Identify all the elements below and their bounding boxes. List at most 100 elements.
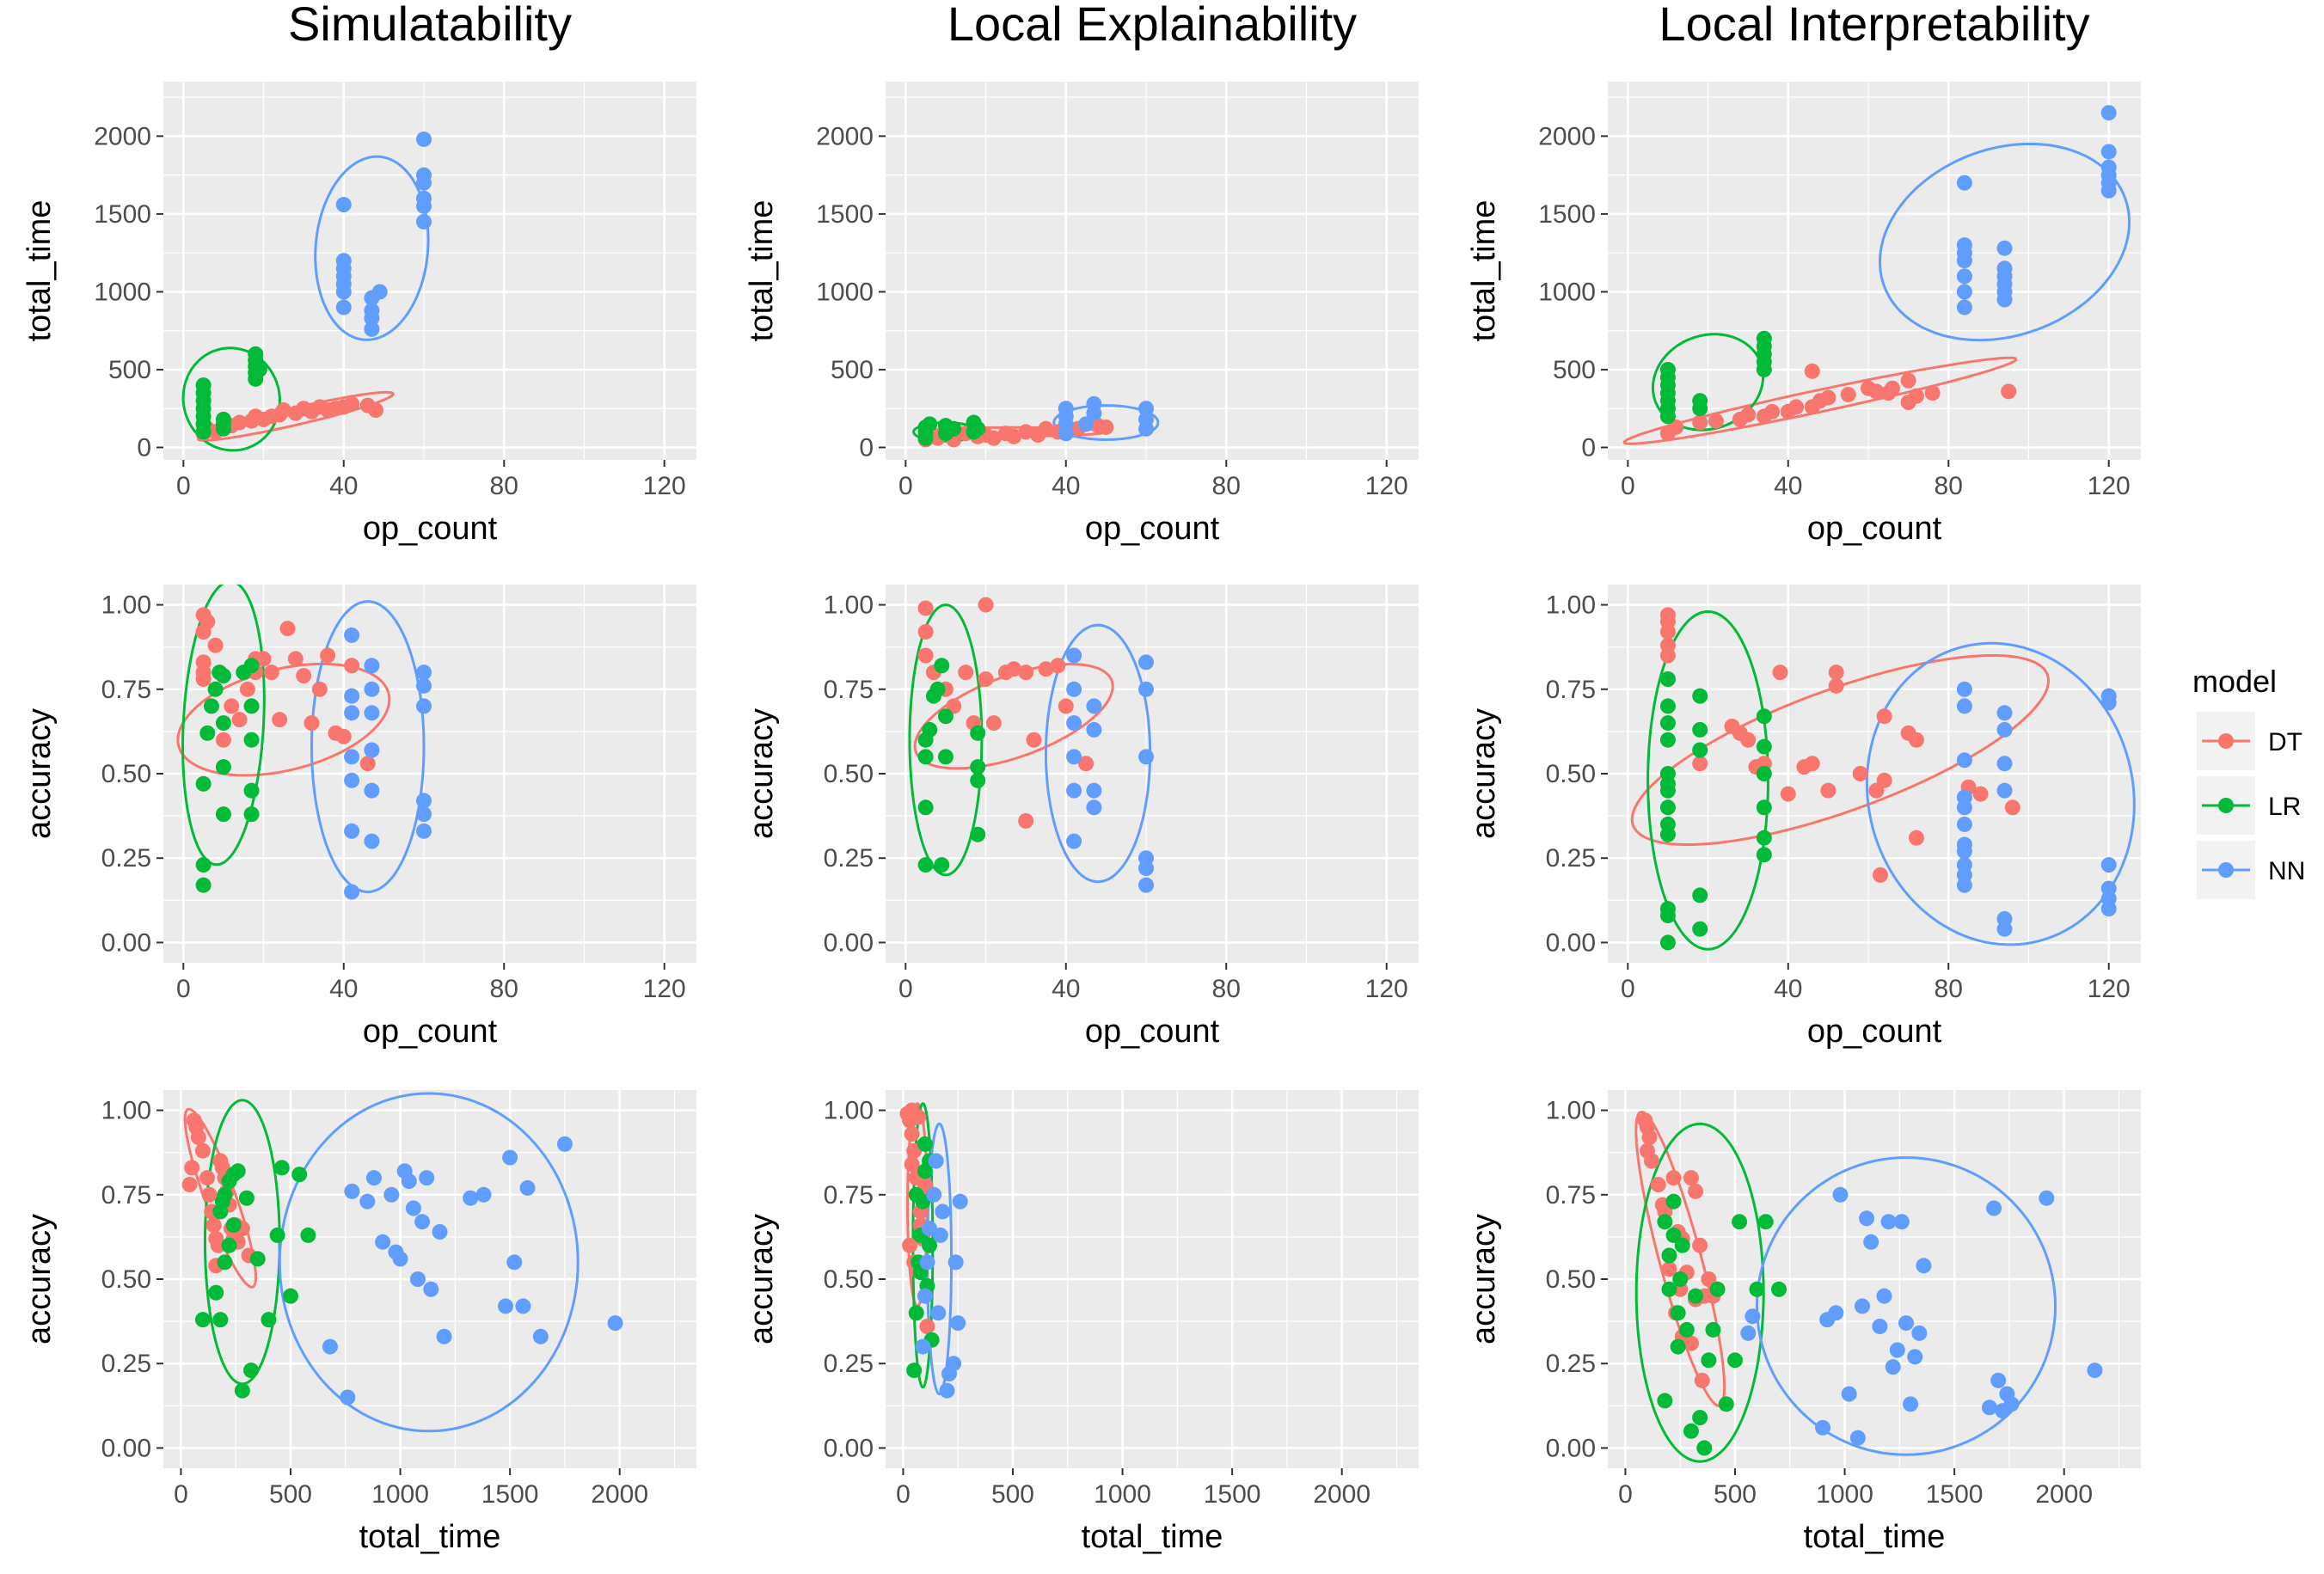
y-tick-label: 2000 bbox=[1538, 122, 1596, 150]
point-dt bbox=[1018, 665, 1034, 681]
point-nn bbox=[1956, 237, 1972, 254]
point-dt bbox=[1772, 665, 1788, 681]
panel-1-1: 0 40 80 120 0.00 0.25 0.50 0.75 1.00 op_count accu… bbox=[744, 585, 1419, 1050]
point-lr bbox=[217, 1254, 233, 1271]
point-lr bbox=[195, 877, 212, 893]
y-tick-label: 0.50 bbox=[101, 760, 151, 788]
data-layer bbox=[181, 131, 432, 452]
panel-background bbox=[163, 82, 696, 460]
point-dt bbox=[1876, 772, 1892, 788]
point-dt bbox=[917, 1177, 933, 1192]
x-tick-label: 0 bbox=[1621, 975, 1635, 1003]
point-nn bbox=[930, 1305, 947, 1321]
point-lr bbox=[1756, 830, 1772, 846]
point-nn bbox=[1956, 752, 1972, 769]
point-nn bbox=[416, 131, 432, 147]
legend-label: NN bbox=[2268, 857, 2305, 885]
point-nn bbox=[1815, 1419, 1831, 1436]
panel-title: Local Explainability bbox=[947, 0, 1357, 51]
point-lr bbox=[1732, 1214, 1748, 1230]
point-nn bbox=[1841, 1386, 1857, 1402]
x-axis-label: op_count bbox=[1807, 511, 1942, 547]
ellipse-dt bbox=[1634, 1111, 1726, 1407]
y-tick-label: 1.00 bbox=[1546, 1097, 1596, 1125]
y-axis-label: accuracy bbox=[21, 708, 58, 839]
point-dt bbox=[985, 715, 1002, 732]
point-dt bbox=[210, 1237, 226, 1253]
point-nn bbox=[344, 627, 360, 643]
point-dt bbox=[919, 1319, 935, 1334]
point-dt bbox=[199, 1170, 216, 1186]
point-nn bbox=[2003, 1396, 2020, 1412]
y-tick-label: 0.00 bbox=[1546, 1434, 1596, 1462]
point-lr bbox=[215, 411, 231, 427]
data-layer bbox=[1630, 607, 2136, 951]
point-nn bbox=[344, 749, 360, 765]
x-tick-label: 120 bbox=[643, 472, 686, 500]
point-lr bbox=[195, 377, 212, 394]
ellipse-lr bbox=[204, 1099, 281, 1386]
point-nn bbox=[935, 1203, 951, 1220]
y-tick-label: 0.25 bbox=[1546, 1350, 1596, 1378]
point-nn bbox=[946, 1356, 962, 1372]
point-nn bbox=[1956, 681, 1972, 697]
y-tick-label: 0.50 bbox=[101, 1265, 151, 1294]
point-dt bbox=[195, 671, 212, 687]
point-nn bbox=[1996, 782, 2013, 799]
x-tick-label: 0 bbox=[1618, 1480, 1633, 1509]
y-tick-label: 1.00 bbox=[824, 591, 874, 620]
point-lr bbox=[1661, 1281, 1677, 1297]
point-nn bbox=[1066, 647, 1082, 664]
point-lr bbox=[1756, 766, 1772, 781]
data-layer bbox=[908, 597, 1155, 893]
point-dt bbox=[1900, 372, 1916, 389]
point-lr bbox=[1692, 742, 1708, 758]
x-tick-label: 1000 bbox=[371, 1480, 429, 1509]
point-nn bbox=[1828, 1305, 1844, 1321]
point-dt bbox=[181, 1177, 198, 1192]
point-dt bbox=[958, 665, 974, 681]
point-dt bbox=[1788, 399, 1805, 415]
point-nn bbox=[432, 1224, 448, 1240]
y-axis-label: accuracy bbox=[1466, 708, 1502, 839]
point-lr bbox=[243, 782, 260, 799]
point-dt bbox=[311, 681, 328, 697]
point-dt bbox=[1908, 732, 1924, 748]
point-nn bbox=[416, 698, 432, 714]
point-lr bbox=[1674, 1237, 1690, 1253]
point-lr bbox=[1756, 738, 1772, 755]
y-tick-label: 1000 bbox=[94, 278, 151, 306]
point-lr bbox=[922, 721, 938, 738]
point-dt bbox=[287, 651, 304, 667]
point-nn bbox=[364, 742, 380, 758]
legend-key-point bbox=[2218, 798, 2234, 813]
point-lr bbox=[208, 1284, 224, 1301]
point-dt bbox=[215, 732, 231, 748]
y-axis-label: total_time bbox=[1466, 200, 1502, 342]
y-axis-label: accuracy bbox=[1466, 1214, 1502, 1344]
point-dt bbox=[1820, 389, 1837, 406]
point-nn bbox=[947, 1254, 964, 1271]
data-layer bbox=[1622, 105, 2131, 445]
point-nn bbox=[502, 1149, 518, 1166]
x-tick-label: 40 bbox=[1052, 975, 1080, 1003]
point-nn bbox=[364, 782, 380, 799]
point-dt bbox=[1884, 380, 1900, 396]
panels-group: 0 40 80 120 0 500 1000 1500 2000 op_count total_ti… bbox=[21, 0, 2141, 1555]
ellipse-lr bbox=[181, 585, 266, 867]
y-tick-label: 2000 bbox=[94, 122, 151, 150]
point-dt bbox=[359, 756, 376, 772]
point-nn bbox=[1986, 1200, 2002, 1216]
point-dt bbox=[344, 395, 360, 412]
y-tick-label: 0.25 bbox=[824, 844, 874, 873]
point-dt bbox=[1828, 677, 1844, 694]
x-axis-label: total_time bbox=[359, 1519, 501, 1555]
panel-1-0: 0 40 80 120 0.00 0.25 0.50 0.75 1.00 op_count accu… bbox=[21, 585, 696, 1050]
y-tick-label: 0.75 bbox=[1546, 676, 1596, 704]
y-tick-label: 0 bbox=[859, 434, 874, 462]
point-dt bbox=[1852, 766, 1868, 781]
point-lr bbox=[215, 806, 231, 823]
ellipse-lr bbox=[181, 346, 281, 452]
point-lr bbox=[261, 1312, 277, 1328]
